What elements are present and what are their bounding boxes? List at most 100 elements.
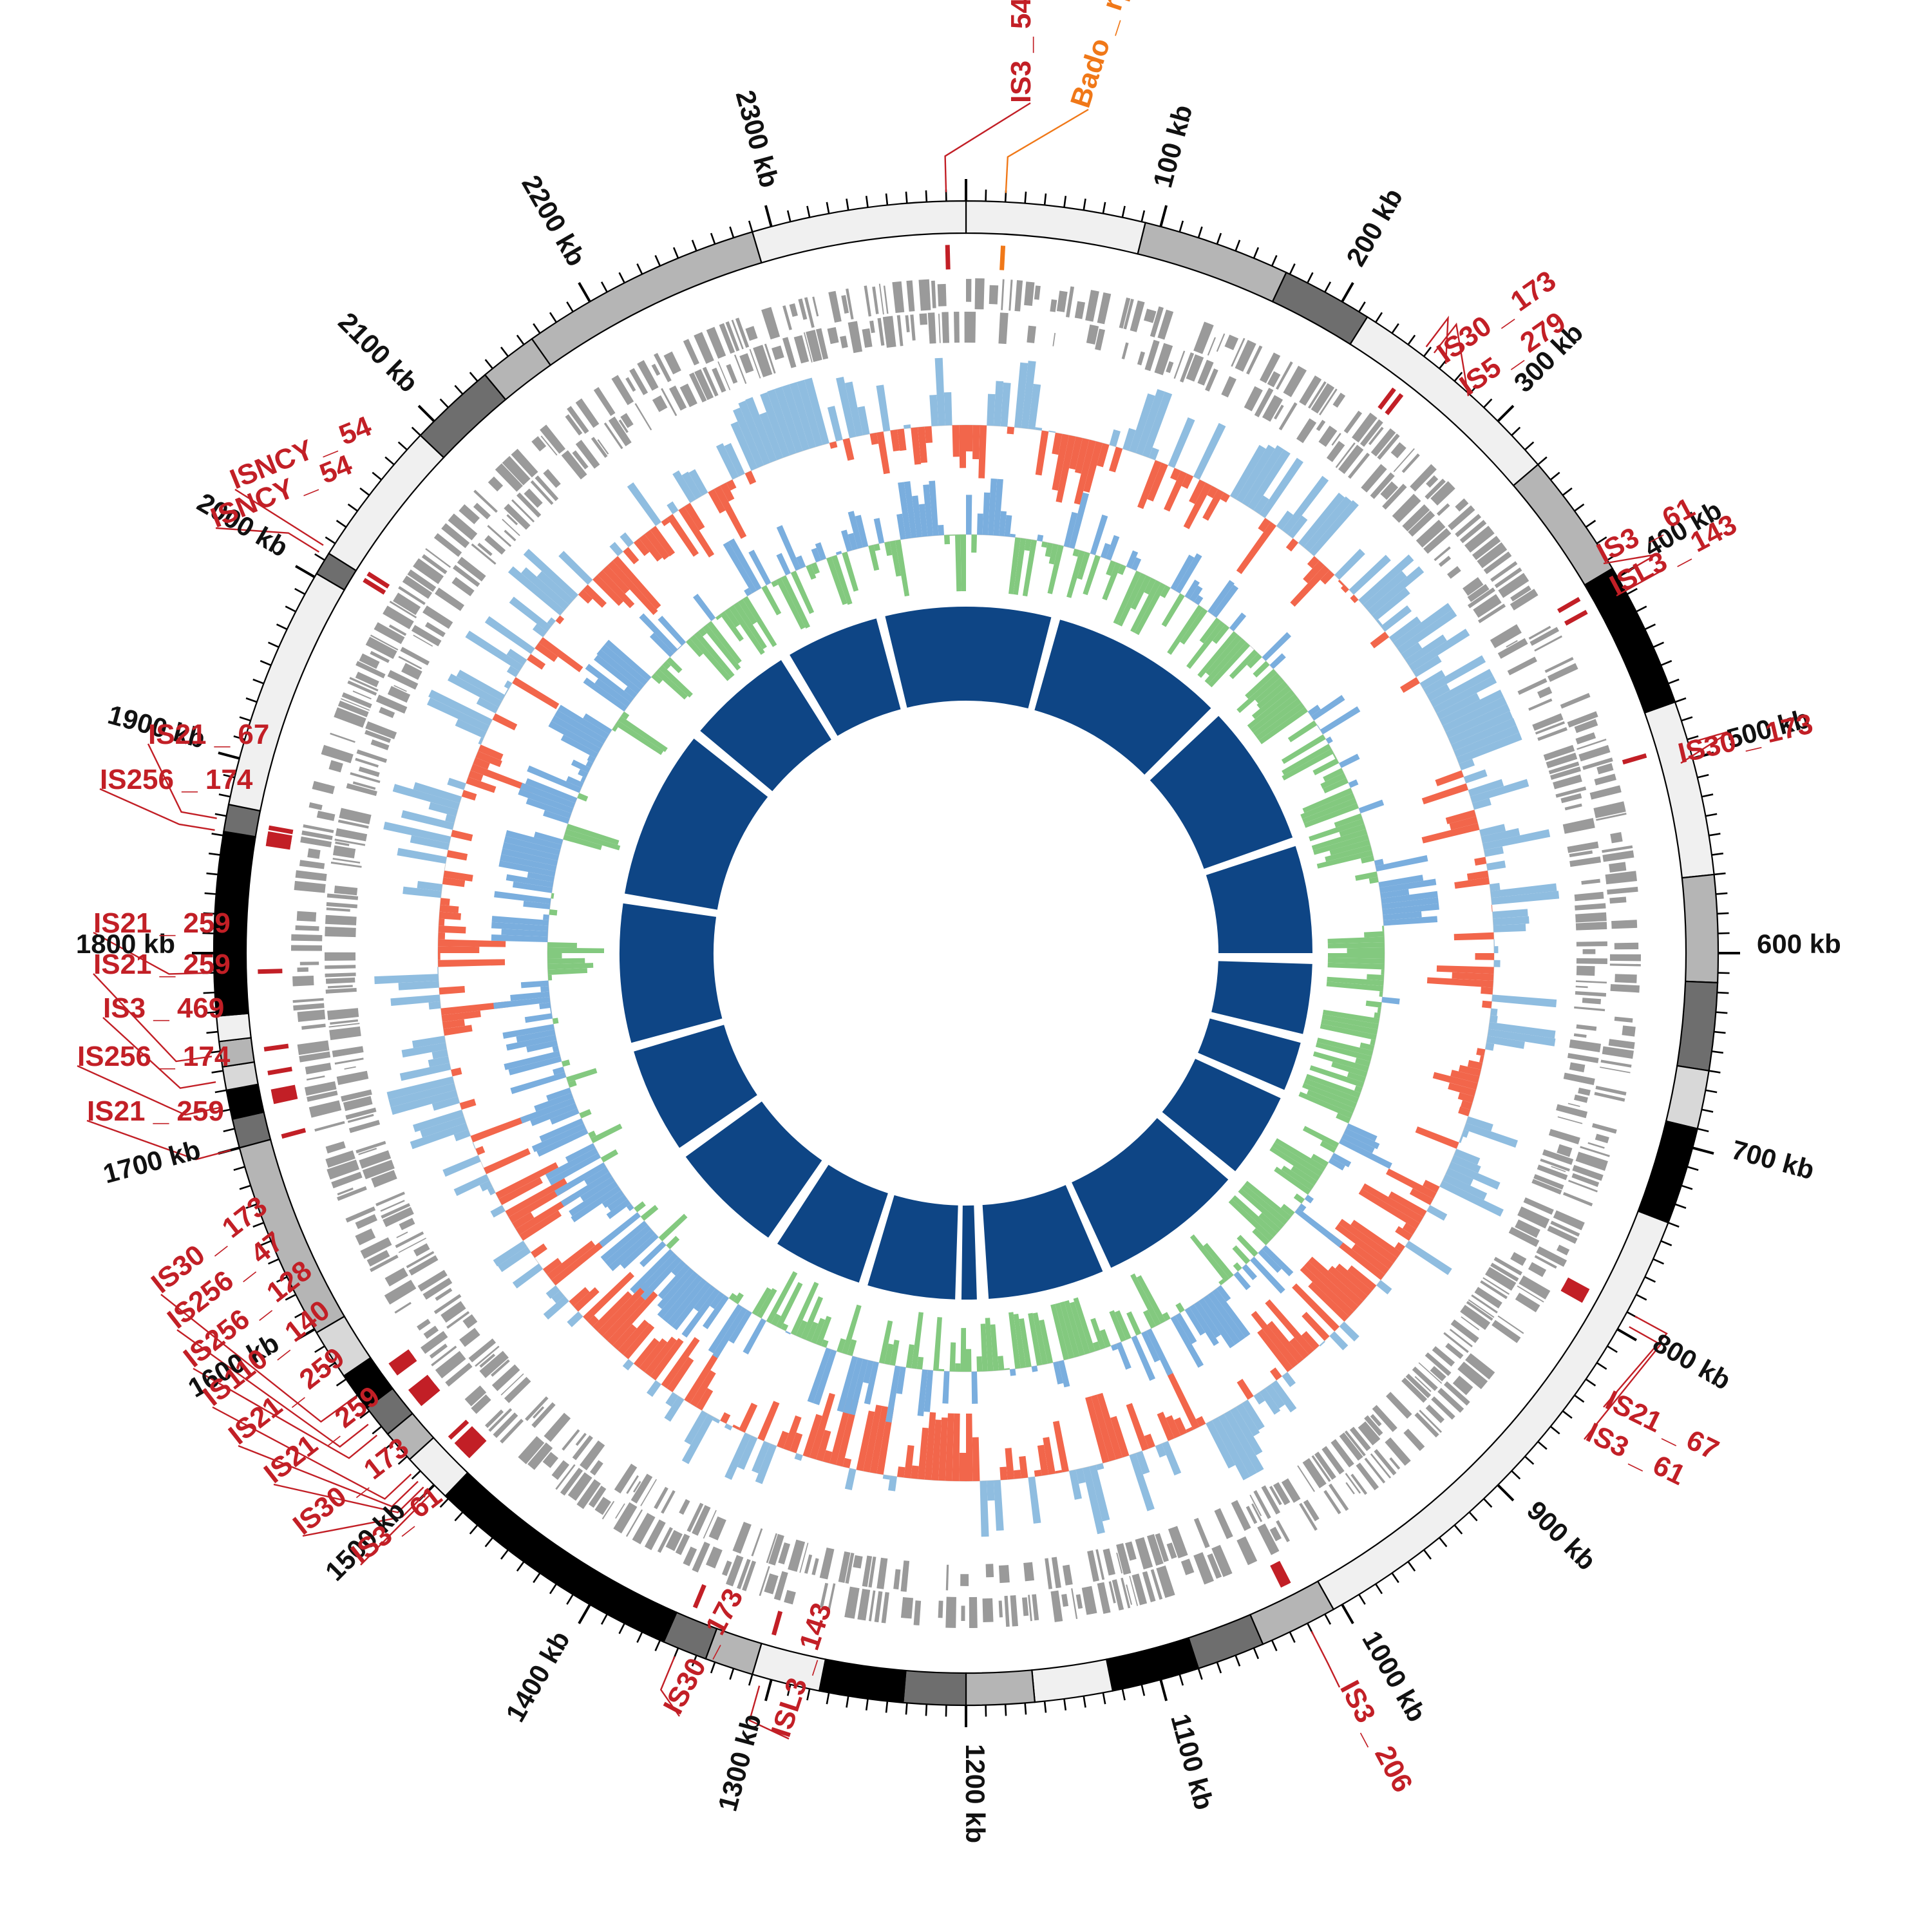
insertion-sequence-marker — [999, 245, 1006, 270]
wiggle-bin-negative — [1435, 770, 1464, 786]
wiggle-bin-negative — [795, 1320, 808, 1338]
wiggle-bin-positive — [472, 1142, 476, 1150]
cds-feature — [424, 621, 446, 638]
cds-feature — [1548, 1128, 1580, 1144]
cds-feature — [327, 985, 353, 989]
cds-feature — [1345, 1473, 1361, 1494]
cds-feature — [1569, 856, 1602, 867]
wiggle-bin-positive — [498, 860, 556, 877]
cds-feature — [1447, 566, 1461, 579]
cds-feature — [1443, 1332, 1469, 1353]
wiggle-bin-positive — [1363, 571, 1407, 611]
wiggle-bin-negative — [566, 824, 620, 846]
minor-tick — [516, 334, 525, 345]
wiggle-bin-positive — [813, 1349, 837, 1405]
minor-tick — [325, 536, 336, 544]
wiggle-bin-positive — [539, 1118, 584, 1142]
wiggle-bin-positive — [1328, 1157, 1345, 1171]
cds-feature — [1401, 453, 1420, 473]
wiggle-bin-positive — [1208, 1291, 1245, 1341]
minor-tick — [245, 697, 258, 703]
cds-feature — [1155, 1533, 1170, 1562]
cds-feature — [1474, 1287, 1502, 1309]
cds-feature — [982, 1598, 994, 1622]
cds-feature — [692, 1541, 710, 1573]
wiggle-bin-negative — [1096, 442, 1110, 468]
wiggle-bin-positive — [1320, 706, 1361, 735]
wiggle-bin-negative — [733, 601, 767, 650]
cds-feature — [1323, 1490, 1341, 1515]
cds-feature — [630, 1473, 653, 1504]
cds-feature — [1609, 896, 1627, 904]
wiggle-bin-negative — [1164, 470, 1188, 512]
wiggle-bin-negative — [633, 1338, 659, 1368]
cds-feature — [575, 1432, 587, 1446]
cds-feature — [799, 1542, 809, 1573]
wiggle-bin-positive — [776, 553, 791, 576]
wiggle-bin-negative — [1202, 489, 1224, 521]
wiggle-bin-negative — [938, 1368, 945, 1372]
feature-label: IS21 _ 259 — [87, 1095, 224, 1127]
wiggle-bin-positive — [1184, 580, 1200, 600]
cds-feature — [1608, 1039, 1635, 1050]
wiggle-bin-negative — [869, 432, 879, 445]
major-tick — [764, 205, 773, 227]
wiggle-bin-negative — [658, 1213, 688, 1242]
cds-feature — [603, 422, 623, 450]
cds-feature — [1251, 1503, 1263, 1522]
cds-feature — [355, 1214, 378, 1229]
wiggle-bin-negative — [1327, 962, 1385, 970]
minor-tick — [826, 1692, 830, 1705]
insertion-sequence-marker — [454, 1426, 475, 1446]
wiggle-bin-positive — [1063, 511, 1078, 547]
cds-feature — [772, 345, 784, 361]
minor-tick — [600, 1613, 608, 1625]
wiggle-bin-negative — [1247, 653, 1262, 669]
cds-feature — [445, 1362, 473, 1387]
wiggle-bin-positive — [1170, 554, 1195, 591]
minor-tick — [654, 255, 661, 267]
cds-feature — [1052, 332, 1056, 346]
feature-label: IS21 _ 67 — [148, 719, 269, 750]
cds-feature — [737, 1558, 751, 1589]
ruler-tick-label: 1300 kb — [712, 1710, 767, 1814]
wiggle-bin-negative — [720, 482, 735, 502]
wiggle-bin-negative — [1325, 844, 1372, 862]
wiggle-bin-positive — [428, 1001, 441, 1010]
cds-feature — [1150, 306, 1164, 337]
wiggle-bin-positive — [584, 1167, 609, 1186]
wiggle-bin-negative — [1220, 492, 1230, 503]
wiggle-bin-positive — [548, 1153, 601, 1186]
minor-tick — [245, 1203, 258, 1209]
wiggle-bin-positive — [1482, 829, 1551, 851]
cds-feature — [1024, 281, 1035, 306]
wiggle-bin-negative — [966, 1349, 972, 1372]
wiggle-bin-negative — [1355, 1057, 1370, 1067]
cds-feature — [479, 1350, 509, 1378]
wiggle-bin-positive — [520, 1097, 576, 1124]
wiggle-bin-positive — [1068, 492, 1090, 549]
wiggle-bin-positive — [1389, 616, 1421, 643]
wiggle-bin-positive — [1485, 1042, 1495, 1051]
insertion-sequence-marker — [1564, 610, 1588, 626]
cds-feature — [1574, 891, 1604, 902]
wiggle-bin-positive — [1426, 1205, 1448, 1221]
minor-tick — [206, 872, 218, 876]
wiggle-bin-negative — [1323, 777, 1349, 793]
wiggle-bin-negative — [1421, 783, 1468, 805]
wiggle-bin-negative — [640, 1204, 659, 1221]
minor-tick — [208, 852, 221, 856]
minor-tick — [566, 301, 574, 312]
wiggle-bin-negative — [1368, 876, 1379, 884]
cds-feature — [1410, 464, 1437, 492]
cds-feature — [1560, 793, 1582, 804]
wiggle-bin-positive — [1343, 1128, 1380, 1150]
minor-tick — [1681, 716, 1693, 722]
cds-feature — [358, 1148, 377, 1155]
wiggle-bin-positive — [497, 1246, 531, 1273]
cds-feature — [292, 998, 324, 1003]
wiggle-bin-negative — [466, 777, 497, 793]
minor-tick — [1141, 1684, 1146, 1696]
cds-feature — [1116, 1552, 1123, 1574]
wiggle-bin-negative — [1379, 991, 1383, 997]
